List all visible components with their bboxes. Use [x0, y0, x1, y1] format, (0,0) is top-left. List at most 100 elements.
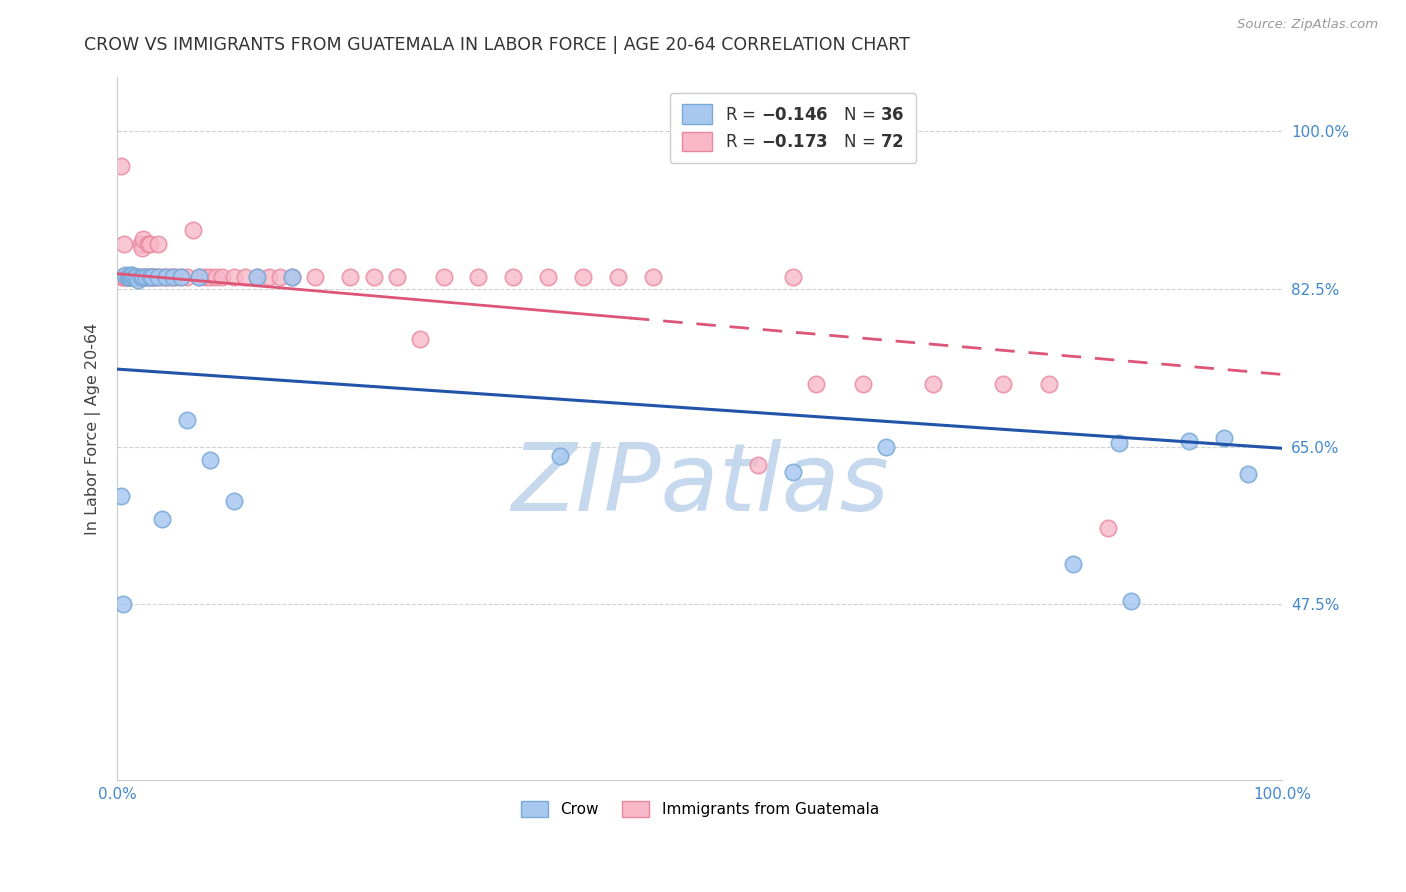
Point: [146, 270, 169, 285]
Point: [111, 270, 134, 285]
Point: [170, 270, 193, 285]
Point: [782, 270, 804, 285]
Text: ZIPatlas: ZIPatlas: [510, 439, 889, 530]
Point: [110, 159, 132, 173]
Point: [1108, 436, 1130, 450]
Point: [747, 458, 769, 472]
Point: [200, 453, 222, 467]
Point: [120, 270, 142, 285]
Point: [782, 465, 804, 479]
Point: [806, 376, 828, 391]
Point: [139, 237, 162, 252]
Point: [127, 273, 149, 287]
Point: [132, 270, 155, 285]
Point: [1038, 376, 1060, 391]
Point: [141, 270, 163, 285]
Point: [165, 270, 187, 285]
Point: [129, 270, 152, 285]
Point: [572, 270, 595, 285]
Point: [155, 270, 177, 285]
Point: [385, 270, 408, 285]
Point: [304, 270, 326, 285]
Point: [120, 270, 142, 285]
Point: [200, 270, 222, 285]
Point: [118, 270, 141, 285]
Point: [135, 270, 157, 285]
Point: [537, 270, 560, 285]
Point: [145, 270, 167, 285]
Point: [110, 489, 132, 503]
Point: [467, 270, 489, 285]
Point: [432, 270, 454, 285]
Point: [135, 270, 157, 285]
Point: [112, 597, 135, 611]
Point: [121, 268, 143, 283]
Point: [114, 270, 136, 285]
Point: [170, 270, 193, 285]
Point: [134, 270, 156, 285]
Point: [155, 270, 177, 285]
Point: [991, 376, 1014, 391]
Text: Source: ZipAtlas.com: Source: ZipAtlas.com: [1237, 18, 1378, 31]
Point: [176, 270, 198, 285]
Text: CROW VS IMMIGRANTS FROM GUATEMALA IN LABOR FORCE | AGE 20-64 CORRELATION CHART: CROW VS IMMIGRANTS FROM GUATEMALA IN LAB…: [84, 36, 910, 54]
Point: [281, 270, 304, 285]
Point: [121, 270, 143, 285]
Point: [363, 270, 385, 285]
Point: [235, 270, 257, 285]
Point: [139, 270, 162, 285]
Point: [125, 270, 148, 285]
Point: [143, 270, 166, 285]
Point: [269, 270, 291, 285]
Point: [132, 232, 155, 246]
Point: [187, 270, 209, 285]
Point: [128, 270, 150, 285]
Point: [122, 270, 145, 285]
Point: [181, 223, 204, 237]
Point: [112, 270, 135, 285]
Point: [162, 270, 184, 285]
Point: [112, 237, 135, 252]
Point: [222, 493, 245, 508]
Point: [153, 270, 176, 285]
Legend: Crow, Immigrants from Guatemala: Crow, Immigrants from Guatemala: [513, 793, 887, 824]
Point: [122, 270, 145, 285]
Y-axis label: In Labor Force | Age 20-64: In Labor Force | Age 20-64: [86, 322, 101, 534]
Point: [117, 270, 139, 285]
Point: [117, 270, 139, 285]
Point: [607, 270, 630, 285]
Point: [114, 268, 136, 283]
Point: [339, 270, 361, 285]
Point: [643, 270, 665, 285]
Point: [127, 270, 149, 285]
Point: [246, 270, 269, 285]
Point: [1119, 594, 1142, 608]
Point: [852, 376, 875, 391]
Point: [222, 270, 245, 285]
Point: [502, 270, 524, 285]
Point: [125, 270, 148, 285]
Point: [124, 270, 146, 285]
Point: [118, 270, 141, 285]
Point: [115, 270, 138, 285]
Point: [1097, 520, 1119, 534]
Point: [409, 331, 432, 345]
Point: [149, 270, 172, 285]
Point: [142, 270, 165, 285]
Point: [139, 270, 162, 285]
Point: [120, 268, 142, 283]
Point: [146, 237, 169, 252]
Point: [875, 440, 897, 454]
Point: [1178, 434, 1201, 449]
Point: [194, 270, 217, 285]
Point: [176, 412, 198, 426]
Point: [129, 237, 152, 252]
Point: [257, 270, 280, 285]
Point: [131, 242, 153, 256]
Point: [136, 237, 159, 252]
Point: [281, 270, 304, 285]
Point: [1062, 557, 1084, 571]
Point: [162, 270, 184, 285]
Point: [1236, 467, 1258, 481]
Point: [205, 270, 228, 285]
